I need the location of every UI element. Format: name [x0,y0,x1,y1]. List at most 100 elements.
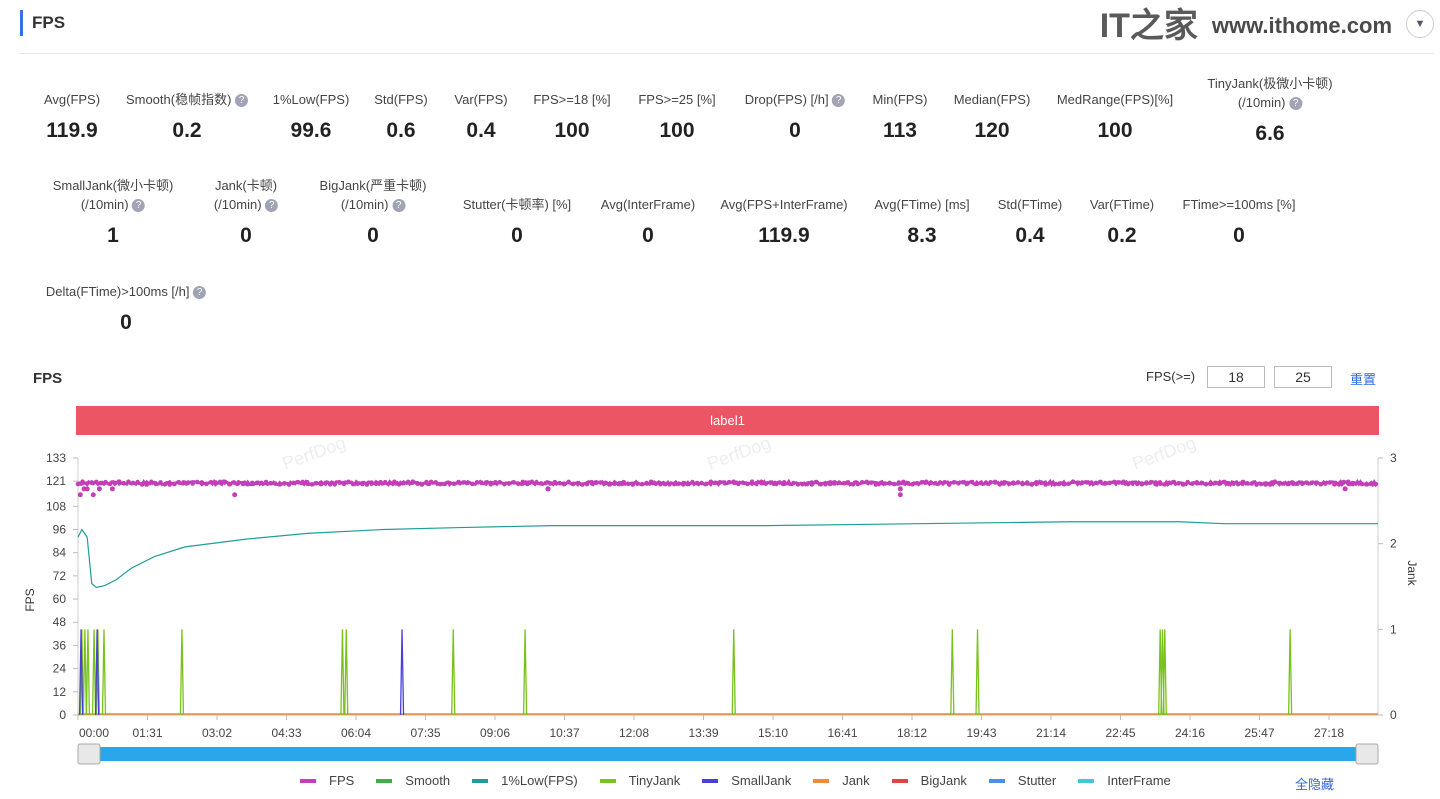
fps-point [703,481,709,487]
fps-point [859,479,865,485]
legend-item-1-low-fps-[interactable]: 1%Low(FPS) [472,773,578,788]
stat-value: 119.9 [758,224,810,247]
stat-value: 8.3 [907,224,937,247]
fps-point [1052,481,1058,487]
fps-point [1185,479,1191,485]
help-icon[interactable]: ? [235,94,249,108]
fps-point [1057,481,1062,487]
fps-point [1011,480,1016,486]
fps-point [690,479,695,485]
fps-point [1290,481,1296,487]
x-tick-label: 19:43 [966,726,996,740]
fps-point [437,481,443,487]
fps-point [116,479,122,484]
stat-value: 120 [974,119,1010,142]
legend-item-interframe[interactable]: InterFrame [1078,773,1171,788]
stat-label-2: (/10min) ? [1207,93,1332,112]
stat-value: 100 [1097,119,1133,142]
x-tick-label: 22:45 [1105,726,1135,740]
fps-point [566,479,571,485]
fps-threshold-1-input[interactable]: 18 [1207,366,1265,388]
fps-point [1345,479,1351,485]
fps-point [960,479,966,485]
fps-point [543,480,549,486]
stat-label: Median(FPS) [953,92,1031,107]
fps-threshold-2-input[interactable]: 25 [1274,366,1332,388]
x-tick-label: 13:39 [688,726,718,740]
fps-point [474,480,480,485]
fps-chart: 012243648607284961081211330123FPSJank00:… [23,440,1419,765]
stat-item: FPS>=25 [%] 100 [638,90,715,143]
label-band[interactable]: label1 [76,406,1379,435]
help-icon[interactable]: ? [193,286,207,300]
help-icon[interactable]: ? [265,199,279,213]
fps-point [1047,480,1053,486]
fps-point [584,481,590,487]
stat-label: Avg(FTime) [ms] [874,197,970,212]
dropdown-toggle-icon[interactable]: ▼ [1406,10,1434,38]
fps-point [236,480,241,485]
y-tick-label: 24 [53,662,67,676]
fps-point [974,481,980,487]
x-tick-label: 24:16 [1175,726,1205,740]
legend-item-jank[interactable]: Jank [813,773,870,788]
legend-item-smalljank[interactable]: SmallJank [702,773,791,788]
help-icon[interactable]: ? [392,199,406,213]
fps-dip-point [897,486,903,492]
legend-item-tinyjank[interactable]: TinyJank [599,773,680,788]
fps-point [428,479,434,485]
fps-point [1277,480,1282,486]
range-slider-handle-right[interactable] [1355,743,1379,765]
fps-point [350,481,356,487]
fps-point [924,479,929,485]
x-tick-label: 10:37 [549,726,579,740]
fps-point [1148,479,1154,485]
help-icon[interactable]: ? [132,199,146,213]
stat-value: 0.4 [466,119,496,142]
fps-point [327,481,333,487]
fps-point [800,481,805,487]
fps-dip-point [84,486,90,492]
range-slider-handle-left[interactable] [77,743,101,765]
fps-point [254,480,260,486]
smalljank-spike [94,629,100,716]
fps-point [607,482,613,487]
fps-point [992,479,998,485]
fps-point [878,480,883,486]
fps-point [1222,479,1227,485]
fps-point [1171,479,1177,485]
fps-point [162,481,168,487]
fps-point [818,481,824,487]
help-icon[interactable]: ? [1289,97,1303,111]
stat-item: BigJank(严重卡顿) (/10min) ? 0 [320,176,427,248]
stat-value: 1 [107,224,119,247]
reset-button[interactable]: 重置 [1350,372,1377,387]
fps-point [1043,482,1048,487]
stat-label: SmallJank(微小卡顿) [52,178,174,193]
tinyjank-spike [731,629,736,716]
fps-point [1336,482,1342,487]
x-tick-label: 27:18 [1314,726,1344,740]
fps-point [240,481,246,487]
stat-item: Avg(FPS) 119.9 [44,90,100,143]
legend-item-smooth[interactable]: Smooth [376,773,450,788]
fps-point [667,481,672,487]
fps-dip-point [897,492,903,498]
fps-dip-point [545,486,551,492]
range-slider-track[interactable] [78,747,1378,761]
fps-point [1226,481,1232,487]
fps-point [497,480,503,485]
legend-item-bigjank[interactable]: BigJank [891,773,967,788]
legend-item-fps[interactable]: FPS [300,773,354,788]
fps-point [593,480,599,486]
tinyjank-spike [975,629,980,716]
fps-point [245,481,250,487]
fps-point [227,482,232,487]
stat-item: FPS>=18 [%] 100 [533,90,610,143]
y-tick-label: 0 [59,708,66,722]
fps-point [1295,481,1301,486]
fps-point [1034,479,1039,485]
hide-all-button[interactable]: 全隐藏 [1295,777,1335,792]
legend-item-stutter[interactable]: Stutter [988,773,1056,788]
help-icon[interactable]: ? [832,94,846,108]
